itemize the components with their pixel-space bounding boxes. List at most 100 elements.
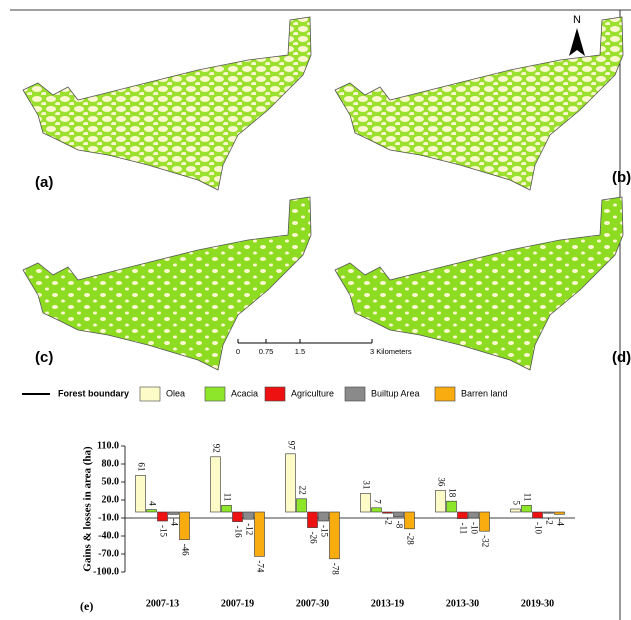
legend-swatch <box>344 386 366 402</box>
bar <box>329 511 340 560</box>
data-label: 11 <box>522 493 532 502</box>
north-arrow <box>569 28 585 56</box>
legend-label: Barren land <box>461 388 508 398</box>
y-axis-label: Gains & losses in area (ha) <box>82 446 94 572</box>
bar <box>382 511 393 514</box>
bar <box>532 511 543 519</box>
y-tick-label: -70.0 <box>98 548 119 559</box>
data-label: 97 <box>286 441 296 451</box>
x-tick-label: 2007-19 <box>221 598 254 609</box>
data-label: 4 <box>147 501 157 506</box>
forest-map <box>22 196 312 371</box>
scale-bar: 3 Kilometers 0 0.75 1.5 <box>236 339 412 356</box>
data-label: -11 <box>458 523 468 535</box>
scale-label: 0.75 <box>259 347 274 356</box>
legend-swatch <box>204 386 226 402</box>
data-label: 11 <box>222 493 232 502</box>
bar <box>254 511 265 557</box>
data-label: -2 <box>544 517 554 525</box>
bar <box>360 493 371 513</box>
bar-chart: 110.0 80.0 50.0 20.0 -10.0 -40.0 -70.0 -100.0Ga… <box>80 440 575 613</box>
panel-label: (b) <box>612 169 631 186</box>
forest-map <box>22 16 312 191</box>
bar <box>393 511 404 518</box>
bar <box>510 508 521 513</box>
data-label: -74 <box>255 560 265 572</box>
x-tick-label: 2013-19 <box>371 598 404 609</box>
bar <box>554 511 565 515</box>
data-label: -78 <box>330 563 340 575</box>
legend: Forest boundary Olea Acacia Agriculture Bui… <box>22 386 508 402</box>
data-label: -12 <box>244 523 254 535</box>
data-label: 36 <box>436 477 446 487</box>
data-label: -28 <box>405 533 415 545</box>
scale-label: 3 Kilometers <box>370 347 412 356</box>
x-tick-label: 2019-30 <box>521 598 554 609</box>
forest-map <box>334 196 624 371</box>
y-tick-label: -100.0 <box>93 566 119 577</box>
data-label: -32 <box>480 535 490 547</box>
bar <box>179 511 190 540</box>
panel-label: (a) <box>35 174 53 191</box>
legend-swatch <box>139 386 161 402</box>
data-label: 5 <box>511 501 521 506</box>
data-label: 31 <box>361 480 371 489</box>
scale-label: 0 <box>236 347 240 356</box>
bar <box>521 505 532 513</box>
bar <box>168 511 179 515</box>
x-tick-label: 2007-13 <box>146 598 179 609</box>
y-tick-label: -10.0 <box>98 512 119 523</box>
map-panels: (a) (b) (c) (d) N 3 Kilometers 0 0.75 1.5 <box>22 14 631 371</box>
bar <box>221 505 232 513</box>
data-label: -15 <box>319 525 329 537</box>
bar <box>285 453 296 513</box>
y-tick-label: 110.0 <box>97 440 119 451</box>
data-label: 18 <box>447 488 457 498</box>
panel-label: (c) <box>35 349 53 366</box>
y-tick-label: 50.0 <box>102 476 120 487</box>
bar <box>468 511 479 519</box>
data-label: -26 <box>308 532 318 544</box>
data-label: -10 <box>533 522 543 534</box>
legend-swatch <box>434 386 456 402</box>
data-label: 22 <box>297 486 307 495</box>
bar <box>371 507 382 513</box>
panel-label: (e) <box>80 599 93 613</box>
bar <box>232 511 243 522</box>
north-label: N <box>573 14 581 26</box>
bar <box>318 511 329 522</box>
panel-label: (d) <box>612 349 631 366</box>
y-tick-label: 80.0 <box>102 458 120 469</box>
bar <box>435 490 446 513</box>
bar <box>157 511 168 522</box>
bar <box>296 498 307 513</box>
bar <box>135 475 146 513</box>
bar <box>457 511 468 519</box>
bar <box>210 456 221 513</box>
x-tick-label: 2013-30 <box>446 598 479 609</box>
legend-label: Forest boundary <box>58 388 129 398</box>
legend-label: Acacia <box>231 388 258 398</box>
bar <box>479 511 490 532</box>
x-tick-label: 2007-30 <box>296 598 329 609</box>
data-label: -4 <box>169 518 179 526</box>
legend-label: Agriculture <box>291 388 334 398</box>
bar <box>307 511 318 528</box>
bar <box>146 509 157 513</box>
data-label: -46 <box>180 544 190 556</box>
bar <box>446 500 457 513</box>
bar <box>243 511 254 520</box>
bar <box>543 511 554 514</box>
data-label: -2 <box>383 517 393 525</box>
y-tick-label: -40.0 <box>98 530 119 541</box>
legend-label: Builtup Area <box>371 388 420 398</box>
data-label: -15 <box>158 525 168 537</box>
data-label: 7 <box>372 499 382 504</box>
legend-label: Olea <box>166 388 185 398</box>
y-tick-label: 20.0 <box>102 494 120 505</box>
data-label: -8 <box>394 521 404 529</box>
data-label: 92 <box>211 444 221 453</box>
data-label: -16 <box>233 526 243 538</box>
data-label: 61 <box>136 462 146 471</box>
